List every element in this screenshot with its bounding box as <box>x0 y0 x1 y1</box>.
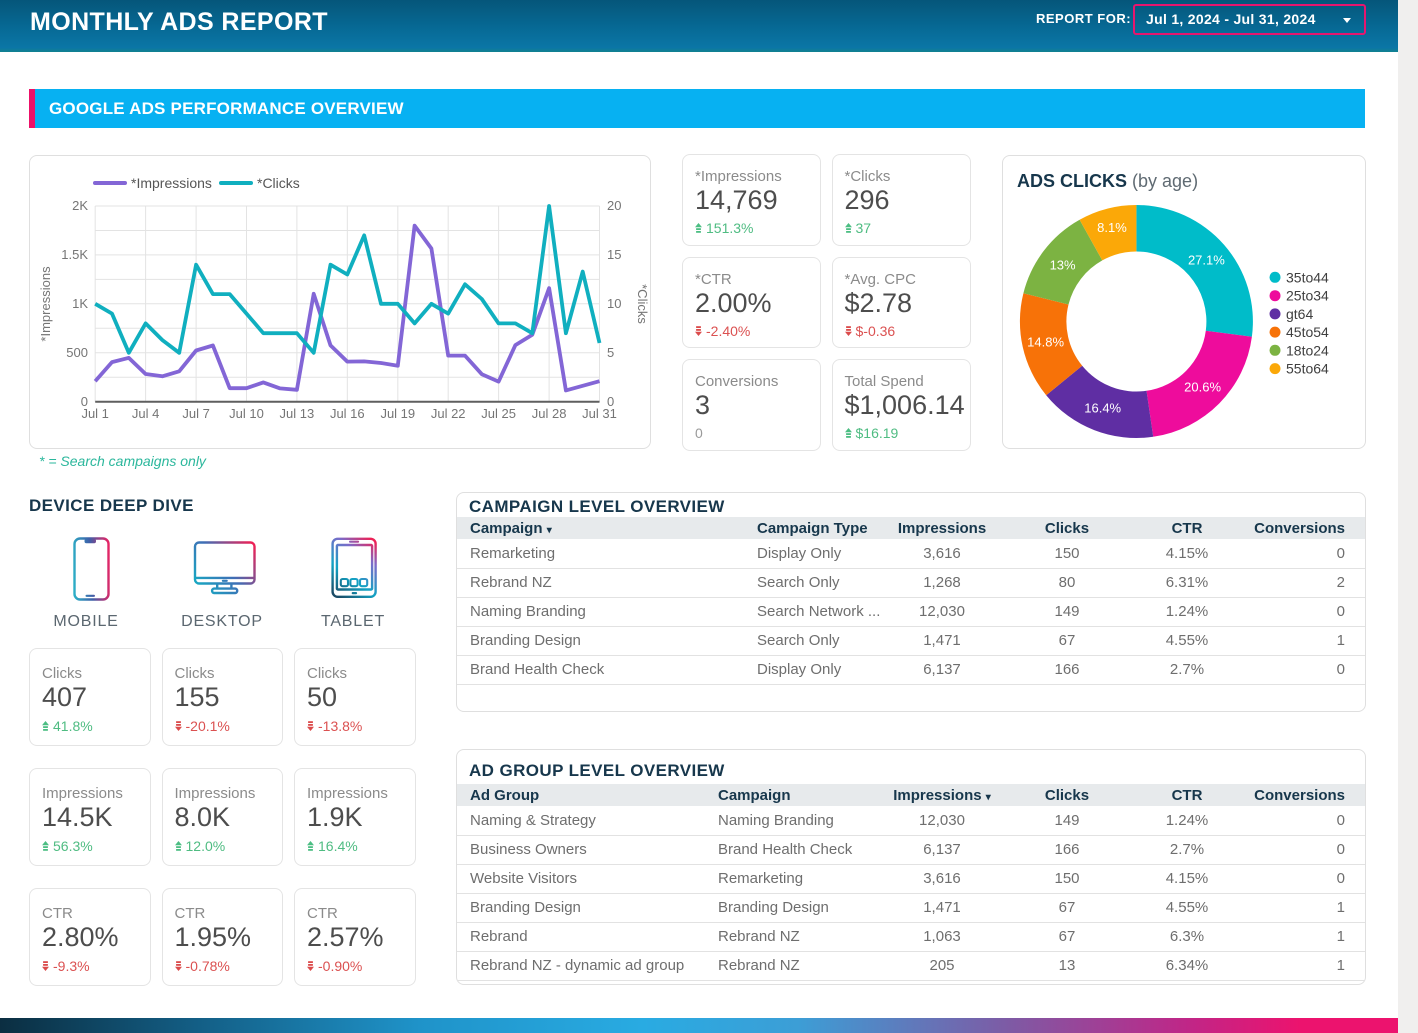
svg-text:5: 5 <box>607 345 614 360</box>
svg-text:*Impressions: *Impressions <box>38 266 53 342</box>
svg-text:500: 500 <box>66 345 88 360</box>
svg-text:55to64: 55to64 <box>1286 361 1329 377</box>
svg-text:20.6%: 20.6% <box>1184 379 1221 394</box>
svg-text:Jul 28: Jul 28 <box>532 406 567 421</box>
svg-text:Jul 1: Jul 1 <box>81 406 108 421</box>
svg-text:Jul 19: Jul 19 <box>380 406 415 421</box>
svg-text:25to34: 25to34 <box>1286 288 1329 304</box>
svg-text:0: 0 <box>607 394 614 409</box>
svg-text:27.1%: 27.1% <box>1188 253 1225 268</box>
svg-text:14.8%: 14.8% <box>1027 334 1064 349</box>
svg-text:16.4%: 16.4% <box>1084 401 1121 416</box>
svg-text:1K: 1K <box>72 296 88 311</box>
svg-text:13%: 13% <box>1050 258 1076 273</box>
svg-text:Jul 10: Jul 10 <box>229 406 264 421</box>
svg-text:Jul 25: Jul 25 <box>481 406 516 421</box>
svg-text:8.1%: 8.1% <box>1097 220 1127 235</box>
svg-text:15: 15 <box>607 247 621 262</box>
svg-text:Jul 16: Jul 16 <box>330 406 365 421</box>
svg-text:Jul 13: Jul 13 <box>280 406 315 421</box>
svg-text:1.5K: 1.5K <box>61 247 88 262</box>
svg-text:10: 10 <box>607 296 621 311</box>
svg-text:Jul 31: Jul 31 <box>582 406 617 421</box>
svg-text:18to24: 18to24 <box>1286 342 1329 358</box>
svg-text:45to54: 45to54 <box>1286 324 1329 340</box>
svg-text:20: 20 <box>607 198 621 213</box>
svg-text:2K: 2K <box>72 198 88 213</box>
svg-text:*Impressions: *Impressions <box>131 175 212 191</box>
svg-text:35to44: 35to44 <box>1286 269 1329 285</box>
svg-text:*Clicks: *Clicks <box>257 175 300 191</box>
svg-text:gt64: gt64 <box>1286 306 1313 322</box>
svg-text:Jul 4: Jul 4 <box>132 406 159 421</box>
svg-text:0: 0 <box>81 394 88 409</box>
svg-text:*Clicks: *Clicks <box>635 284 650 324</box>
svg-text:Jul 22: Jul 22 <box>431 406 466 421</box>
svg-text:Jul 7: Jul 7 <box>182 406 209 421</box>
